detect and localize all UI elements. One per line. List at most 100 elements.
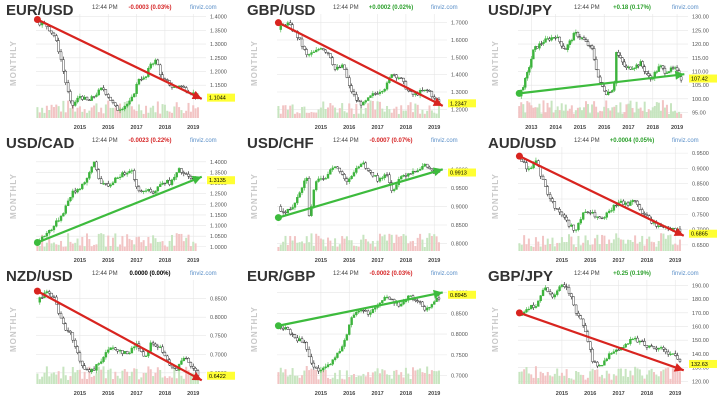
volume-bar	[609, 110, 612, 118]
candle-body	[558, 36, 561, 42]
volume-bar	[627, 239, 630, 251]
volume-bar	[76, 370, 79, 384]
volume-bar	[334, 107, 337, 118]
volume-bar	[147, 237, 150, 251]
candle-body	[166, 355, 169, 361]
volume-bar	[524, 112, 527, 118]
volume-bar	[296, 375, 299, 384]
candle-body	[582, 37, 586, 40]
chart-panel-aud-usd[interactable]: 0.95000.90000.85000.80000.75000.70000.65…	[482, 133, 720, 266]
x-tick-label: 2019	[428, 258, 440, 264]
candle-body	[550, 37, 553, 41]
timestamp: 12:44 PM	[333, 5, 359, 11]
chart-panel-usd-cad[interactable]: 1.40001.35001.30001.25001.20001.15001.10…	[0, 133, 238, 266]
timestamp: 12:44 PM	[574, 5, 600, 11]
volume-bar	[116, 246, 119, 251]
chart-panel-nzd-usd[interactable]: 0.85000.80000.75000.70000.65002015201620…	[0, 266, 238, 399]
volume-bar	[641, 375, 644, 384]
volume-bar	[279, 113, 282, 118]
volume-bar	[634, 366, 637, 384]
candle-body	[676, 355, 679, 360]
volume-bar	[293, 375, 296, 384]
candle-body	[345, 178, 349, 182]
candle-body	[161, 74, 164, 80]
volume-bar	[185, 110, 188, 118]
volume-bar	[376, 101, 379, 118]
volume-bar	[580, 110, 583, 118]
volume-bar	[175, 102, 178, 118]
candle-body	[611, 90, 614, 93]
volume-bar	[525, 244, 528, 251]
volume-bar	[615, 104, 618, 118]
candle-body	[607, 91, 610, 95]
candle-body	[425, 163, 429, 168]
candle-body	[99, 178, 103, 184]
candle-body	[560, 41, 563, 47]
volume-bar	[69, 241, 72, 251]
chart-panel-eur-gbp[interactable]: 0.90000.85000.80000.75000.70002015201620…	[241, 266, 479, 399]
volume-bar	[133, 244, 136, 251]
candle-body	[114, 177, 117, 183]
volume-bar	[130, 240, 133, 251]
pair-title: USD/JPY	[488, 2, 552, 19]
candle-body	[284, 211, 287, 214]
chart-panel-usd-chf[interactable]: 1.00000.95000.90000.85000.80002015201620…	[241, 133, 479, 266]
source-label: finviz.com	[672, 5, 699, 11]
volume-bar	[69, 108, 72, 118]
volume-bar	[277, 106, 280, 118]
volume-bar	[355, 376, 358, 384]
candle-body	[546, 186, 549, 195]
volume-bar	[414, 103, 417, 118]
volume-bar	[655, 102, 658, 118]
y-tick-label: 1.4000	[210, 160, 227, 166]
candle-body	[624, 343, 627, 348]
candle-body	[541, 175, 545, 180]
volume-bar	[605, 100, 608, 118]
candle-body	[369, 170, 372, 173]
candle-body	[291, 333, 294, 336]
volume-bar	[324, 108, 327, 118]
x-tick-label: 2019	[669, 258, 681, 264]
volume-bar	[156, 101, 159, 118]
change-value: -0.0003 (0.03%)	[128, 5, 171, 11]
candle-body	[404, 175, 408, 177]
volume-bar	[67, 100, 70, 118]
chart-panel-gbp-usd[interactable]: 1.7000 1.6000 1.5000 1.4000 1.3000 1.2000 2015…	[241, 0, 479, 133]
volume-bar	[617, 237, 620, 251]
chart-panel-eur-usd[interactable]: 1.4000 1.3500 1.3000 1.2500 1.2000 1.1500 2015…	[0, 0, 238, 133]
volume-bar	[598, 376, 601, 384]
candle-body	[331, 57, 334, 65]
volume-bar	[296, 242, 299, 251]
chart-panel-gbp-jpy[interactable]: 190.00 180.00 170.00 160.00 150.00 140.00 130.…	[482, 266, 720, 399]
volume-bar	[317, 379, 320, 384]
volume-bar	[393, 242, 396, 251]
volume-bar	[390, 234, 393, 251]
trend-arrow-line	[278, 291, 443, 327]
candle-body	[665, 72, 669, 74]
candle-body	[71, 190, 75, 198]
volume-bar	[610, 242, 613, 251]
candle-body	[428, 307, 431, 309]
volume-bar	[50, 104, 53, 118]
candle-body	[312, 189, 316, 207]
candle-body	[66, 200, 70, 206]
candle-body	[407, 173, 410, 177]
candle-body	[45, 291, 49, 294]
volume-bar	[582, 107, 585, 118]
period-label: MONTHLY	[491, 40, 500, 86]
candle-body	[637, 64, 640, 67]
volume-bar	[149, 243, 152, 251]
candle-body	[566, 44, 569, 50]
candle-body	[52, 296, 56, 298]
volume-bar	[518, 106, 521, 118]
chart-panel-usd-jpy[interactable]: 130.00 125.00 120.00 115.00 110.00 105.00 100.…	[482, 0, 720, 133]
candle-body	[425, 307, 429, 311]
candle-body	[362, 162, 365, 165]
candle-body	[189, 176, 193, 179]
candle-body	[414, 299, 417, 301]
volume-bar	[38, 379, 41, 384]
candle-body	[182, 357, 186, 362]
chart-svg: 130.00 125.00 120.00 115.00 110.00 105.00 100.…	[488, 2, 717, 131]
candle-body	[374, 93, 377, 95]
candle-body	[107, 349, 110, 353]
